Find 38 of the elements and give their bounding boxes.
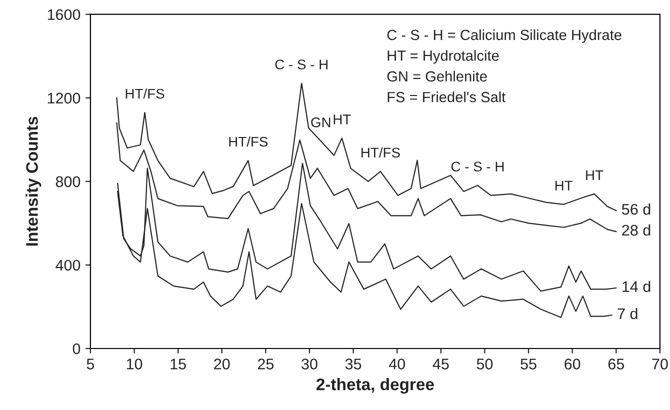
y-tick-label: 1600 — [48, 9, 80, 20]
annotation: HT — [334, 114, 351, 124]
annotation: GN = Gehlenite — [387, 70, 487, 82]
y-tick-label: 1200 — [48, 92, 80, 104]
annotation: HT/FS — [126, 88, 164, 99]
annotation: HT/FS — [229, 136, 268, 147]
x-tick-label: 30 — [302, 358, 318, 370]
y-tick-label: 0 — [72, 343, 80, 354]
annotation: HT/FS — [362, 147, 400, 158]
x-tick-label: 70 — [652, 358, 668, 370]
x-tick-label: 25 — [258, 358, 274, 370]
x-tick-label: 35 — [345, 358, 362, 370]
x-tick-label: 60 — [564, 358, 580, 370]
x-axis-title: 2-theta, degree — [316, 378, 434, 394]
annotation: HT — [586, 170, 604, 180]
y-tick-label: 800 — [56, 176, 80, 188]
x-tick-label: 40 — [388, 358, 406, 370]
annotation: HT — [555, 180, 573, 190]
series-label: 7 d — [618, 308, 638, 320]
annotation: FS = Friedel's Salt — [388, 92, 506, 102]
x-tick-label: 20 — [214, 358, 230, 370]
annotation: GN — [311, 117, 330, 128]
series-label: 56 d — [622, 204, 650, 215]
x-tick-label: 10 — [126, 358, 142, 370]
annotation: C - S - H — [275, 60, 328, 70]
x-tick-label: 45 — [432, 358, 449, 370]
series-label: 28 d — [622, 224, 650, 236]
x-tick-label: 55 — [520, 358, 536, 370]
x-tick-label: 5 — [86, 358, 94, 370]
x-tick-label: 65 — [608, 358, 624, 370]
x-tick-label: 50 — [476, 358, 493, 370]
annotation: C - S - H — [451, 162, 504, 172]
y-tick-label: 400 — [56, 260, 80, 271]
x-tick-label: 15 — [170, 358, 186, 370]
series-label: 14 d — [622, 280, 650, 292]
annotation: C - S - H = Calicium Silicate Hydrate — [387, 29, 622, 43]
annotation: HT = Hydrotalcite — [388, 50, 499, 64]
y-axis-title: Intensity Counts — [26, 116, 42, 246]
